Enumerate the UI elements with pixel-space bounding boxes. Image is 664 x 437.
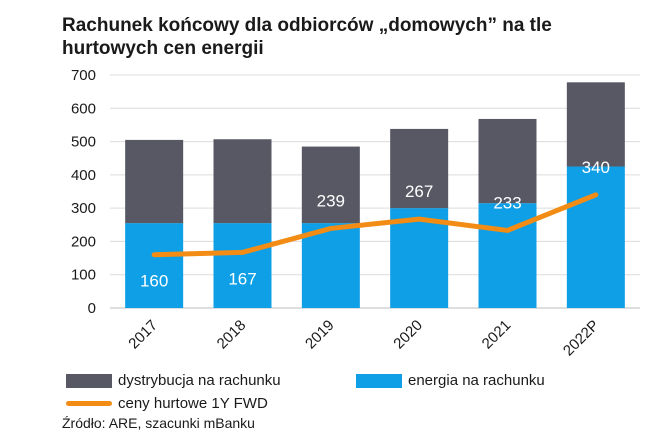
data-label-2017: 160 bbox=[140, 272, 168, 291]
x-tick-label: 2021 bbox=[479, 317, 515, 353]
bar-distribution-2020 bbox=[390, 128, 449, 209]
bar-energy-2021 bbox=[478, 203, 537, 308]
bar-energy-2022P bbox=[566, 166, 625, 308]
wholesale-line-path bbox=[151, 192, 599, 258]
bar-energy-2019 bbox=[301, 223, 360, 308]
data-label-2021: 233 bbox=[493, 193, 521, 212]
bar-energy-2018 bbox=[213, 223, 272, 308]
y-tick-label: 400 bbox=[71, 167, 96, 184]
bar-distribution-2021 bbox=[478, 118, 537, 204]
data-label-2020: 267 bbox=[405, 182, 433, 201]
legend-label-energy: energia na rachunku bbox=[408, 372, 545, 389]
y-tick-label: 100 bbox=[71, 267, 96, 284]
legend-item-distribution: dystrybucja na rachunku bbox=[66, 372, 281, 389]
x-tick-label: 2018 bbox=[214, 317, 250, 353]
y-tick-label: 600 bbox=[71, 100, 96, 117]
legend-swatch-energy bbox=[356, 373, 402, 388]
legend-item-energy: energia na rachunku bbox=[356, 372, 545, 389]
source-note: Źródło: ARE, szacunki mBanku bbox=[62, 415, 255, 431]
legend-swatch-distribution bbox=[66, 373, 112, 388]
bars bbox=[125, 82, 625, 308]
y-tick-label: 300 bbox=[71, 200, 96, 217]
x-axis-ticks: 2017 2018 2019 2020 2021 2022P bbox=[125, 317, 602, 360]
wholesale-line bbox=[151, 192, 599, 258]
chart-title: Rachunek końcowy dla odbiorców „domowych… bbox=[62, 15, 552, 59]
data-label-2019: 239 bbox=[317, 191, 345, 210]
bar-energy-2020 bbox=[390, 208, 449, 308]
y-axis-ticks: 0 100 200 300 400 500 600 700 bbox=[71, 67, 96, 317]
x-tick-label: 2022P bbox=[560, 317, 603, 360]
legend-label-distribution: dystrybucja na rachunku bbox=[118, 372, 281, 389]
bar-distribution-2019 bbox=[301, 146, 360, 224]
y-tick-label: 0 bbox=[88, 300, 96, 317]
legend-label-wholesale: ceny hurtowe 1Y FWD bbox=[118, 395, 268, 412]
data-label-2022P: 340 bbox=[582, 158, 610, 177]
x-tick-label: 2019 bbox=[302, 317, 338, 353]
bar-energy-2017 bbox=[125, 223, 184, 308]
bar-distribution-2022P bbox=[566, 82, 625, 167]
legend-item-wholesale: ceny hurtowe 1Y FWD bbox=[66, 395, 268, 412]
data-label-2018: 167 bbox=[228, 269, 256, 288]
bar-distribution-2018 bbox=[213, 139, 272, 224]
y-tick-label: 500 bbox=[71, 134, 96, 151]
x-tick-label: 2020 bbox=[390, 317, 426, 353]
gridlines bbox=[110, 74, 640, 309]
y-tick-label: 700 bbox=[71, 67, 96, 84]
data-labels: 160 167 239 267 233 340 bbox=[140, 158, 610, 291]
y-tick-label: 200 bbox=[71, 233, 96, 250]
x-tick-label: 2017 bbox=[125, 317, 161, 353]
legend-swatch-wholesale bbox=[66, 401, 112, 406]
bar-distribution-2017 bbox=[125, 139, 184, 224]
